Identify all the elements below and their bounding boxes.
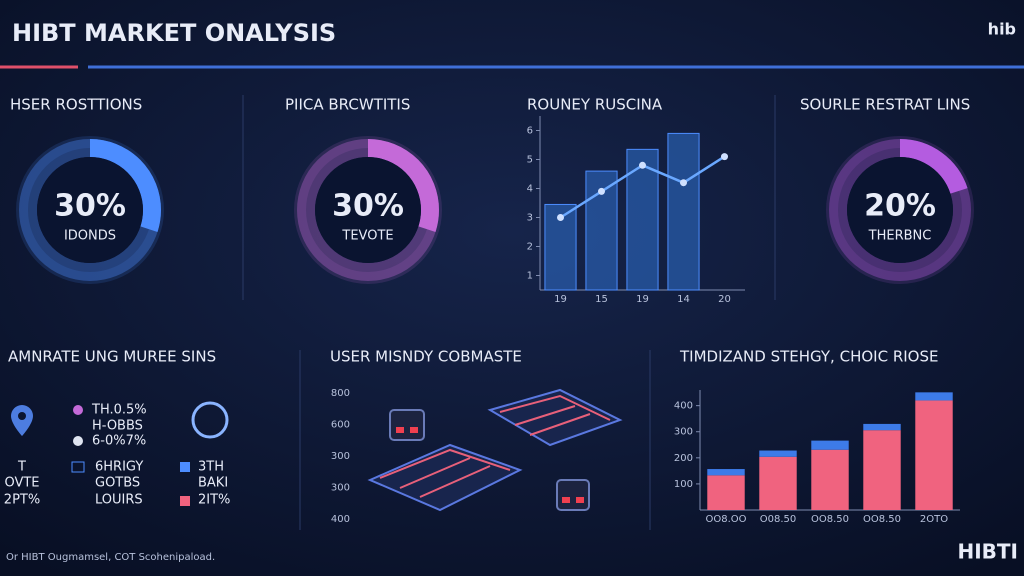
legend-item: LOUIRS <box>95 493 143 508</box>
bar-segment <box>863 430 901 510</box>
panel-title: ROUNEY RUSCINA <box>527 96 663 114</box>
x-tick-label: 2OTO <box>920 514 948 525</box>
legend-item: H-OBBS <box>92 419 143 434</box>
legend-item: TH.0.5% <box>91 403 147 418</box>
legend-item: BAKI <box>198 476 228 491</box>
line-point <box>598 187 605 195</box>
bar-segment <box>707 475 745 510</box>
panel-title: SOURLE RESTRAT LINS <box>800 96 970 114</box>
bar-segment <box>759 450 797 457</box>
legend-item: OVTE <box>4 476 39 491</box>
iso-diagram <box>367 388 623 512</box>
donut-label: THERBNC <box>868 229 932 244</box>
legend-item: 2PT% <box>4 493 40 508</box>
panel-title: PIICA BRCWTITIS <box>285 96 410 114</box>
legend-item: 3TH <box>198 460 224 475</box>
bar-segment <box>915 400 953 510</box>
x-tick-label: OO8.OO <box>705 514 746 525</box>
donut-arc <box>297 139 439 281</box>
x-tick-label: 19 <box>554 294 567 305</box>
donut-hole <box>847 157 953 263</box>
donut-value: 30% <box>54 189 126 224</box>
line-point <box>639 161 646 169</box>
donut-arc <box>19 139 161 281</box>
y-tick-label: 300 <box>674 427 693 438</box>
panel-title: HSER ROSTTIONS <box>10 96 142 114</box>
panel-title: AMNRATE UNG MUREE SINS <box>8 348 216 366</box>
donut-value: 30% <box>332 189 404 224</box>
bar-segment <box>707 469 745 476</box>
x-tick-label: 14 <box>677 294 690 305</box>
x-tick-label: 15 <box>595 294 608 305</box>
bar-segment <box>915 392 953 401</box>
donut-hole <box>37 157 143 263</box>
axis-label: 800 <box>331 388 350 399</box>
donut-hole <box>315 157 421 263</box>
x-tick-label: O08.50 <box>760 514 797 525</box>
bar-segment <box>811 449 849 510</box>
x-tick-label: 20 <box>718 294 731 305</box>
y-tick-label: 5 <box>527 155 533 166</box>
x-tick-label: OO8.50 <box>811 514 849 525</box>
axis-label: 300 <box>331 483 350 494</box>
x-tick-label: 19 <box>636 294 649 305</box>
line-point <box>557 214 564 221</box>
donut-label: IDONDS <box>64 229 116 244</box>
bar <box>667 132 700 291</box>
y-tick-label: 3 <box>527 213 533 224</box>
title: HIBT MARKET ONALYSIS <box>12 19 336 47</box>
legend-item: 6-0%7% <box>92 434 146 449</box>
bar-segment <box>811 440 849 450</box>
legend-icons <box>11 401 229 506</box>
donut-label: TEVOTE <box>341 229 393 244</box>
x-tick-label: OO8.50 <box>863 514 901 525</box>
footer-text: Or HIBT Ougmamsel, COT Scohenipaload. <box>6 552 215 563</box>
donut-glow <box>826 136 974 284</box>
line-point <box>680 179 687 187</box>
y-tick-label: 4 <box>527 184 533 195</box>
y-tick-label: 200 <box>674 453 693 464</box>
y-tick-label: 400 <box>674 401 693 412</box>
y-tick-label: 6 <box>527 126 533 137</box>
legend-item: T <box>17 460 26 475</box>
legend-item: 2IT% <box>198 493 230 508</box>
axis-label: 600 <box>331 420 350 431</box>
legend-item: 6HRIGY <box>95 460 143 475</box>
panel-title: TIMDIZAND STEHGY, CHOIC RIOSE <box>679 348 938 366</box>
y-tick-label: 1 <box>527 271 533 282</box>
bar-segment <box>759 456 797 510</box>
bar-segment <box>863 423 901 431</box>
y-tick-label: 100 <box>674 479 693 490</box>
axis-label: 400 <box>331 514 350 525</box>
line-point <box>721 153 728 161</box>
axis-label: 300 <box>331 451 350 462</box>
legend-item: GOTBS <box>95 476 140 491</box>
footer-logo: HIBTI <box>957 540 1018 564</box>
y-tick-label: 2 <box>527 242 533 253</box>
donut-value: 20% <box>864 189 936 224</box>
logo: hib <box>988 20 1016 39</box>
panel-title: USER MISNDY COBMASTE <box>330 348 522 366</box>
donut-arc <box>829 139 971 281</box>
